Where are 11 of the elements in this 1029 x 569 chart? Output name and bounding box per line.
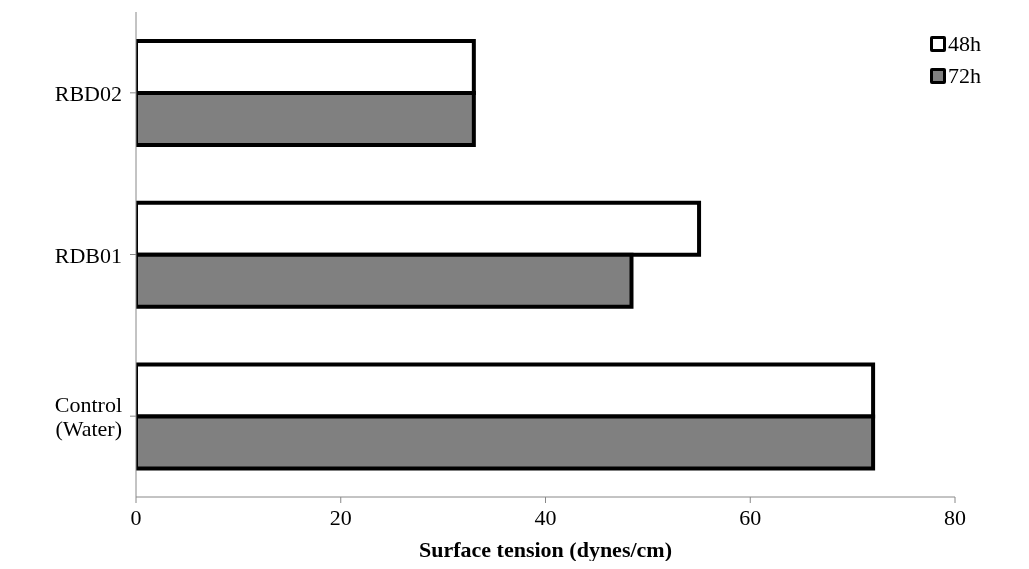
legend-label: 48h bbox=[948, 31, 981, 57]
y-tick-label: Control (Water) bbox=[54, 391, 122, 441]
y-tick-label: RDB01 bbox=[54, 242, 122, 267]
x-tick-label: 20 bbox=[329, 504, 352, 530]
x-tick-label: 60 bbox=[739, 504, 762, 530]
y-tick-label: RBD02 bbox=[54, 80, 122, 106]
x-tick-label: 40 bbox=[534, 504, 557, 530]
legend-label: 72h bbox=[948, 63, 981, 89]
x-axis-title: Surface tension (dynes/cm) bbox=[419, 537, 672, 562]
x-tick-label: 0 bbox=[130, 504, 142, 530]
x-tick-label: 80 bbox=[944, 504, 966, 530]
